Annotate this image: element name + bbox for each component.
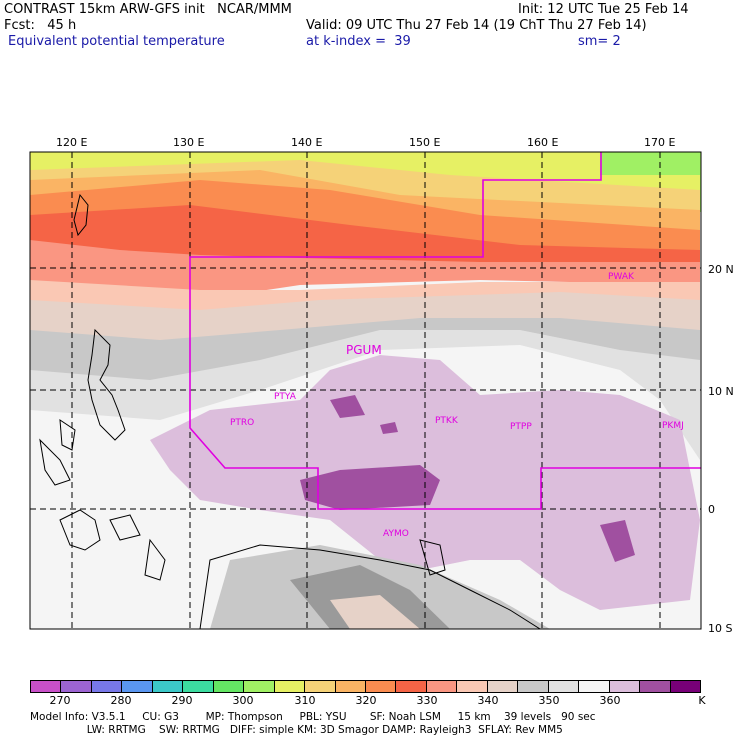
station-label: PTYA	[274, 392, 296, 402]
map-frame	[29, 151, 702, 630]
lon-label: 150 E	[409, 136, 441, 149]
colorbar-swatch	[274, 681, 306, 692]
colorbar-swatch	[31, 681, 62, 692]
station-label: AYMO	[383, 529, 409, 539]
colorbar-swatch	[213, 681, 245, 692]
colorbar-swatch	[670, 681, 700, 692]
lon-label: 170 E	[644, 136, 676, 149]
init-time: Init: 12 UTC Tue 25 Feb 14	[518, 2, 689, 17]
model-info-line1: Model Info: V3.5.1 CU: G3 MP: Thompson P…	[30, 711, 596, 723]
colorbar-label: 310	[294, 694, 316, 707]
colorbar-label: 280	[110, 694, 132, 707]
lon-label: 130 E	[173, 136, 205, 149]
station-label: PTRO	[230, 418, 255, 428]
station-label: PTPP	[510, 422, 532, 432]
colorbar-unit: K	[698, 694, 706, 707]
colorbar-label: 300	[232, 694, 254, 707]
colorbar-swatch	[335, 681, 366, 692]
smoothing-label: sm= 2	[578, 34, 621, 49]
lon-label: 140 E	[291, 136, 323, 149]
colorbar-swatch	[426, 681, 458, 692]
colorbar	[30, 680, 701, 693]
colorbar-swatch	[548, 681, 580, 692]
colorbar-label: 350	[538, 694, 560, 707]
colorbar-label: 290	[171, 694, 193, 707]
colorbar-swatch	[487, 681, 519, 692]
station-label: PGUM	[346, 343, 382, 357]
station-label: PKMJ	[662, 421, 684, 431]
colorbar-swatch	[365, 681, 397, 692]
lon-label: 120 E	[56, 136, 88, 149]
run-title: CONTRAST 15km ARW-GFS init NCAR/MMM	[4, 2, 292, 17]
colorbar-label: 360	[599, 694, 621, 707]
colorbar-swatch	[122, 681, 153, 692]
forecast-hour: Fcst: 45 h	[4, 18, 77, 33]
lon-label: 160 E	[527, 136, 559, 149]
colorbar-label: 330	[416, 694, 438, 707]
colorbar-swatch	[396, 681, 427, 692]
field-name: Equivalent potential temperature	[8, 34, 225, 49]
colorbar-swatch	[640, 681, 671, 692]
colorbar-swatch	[244, 681, 275, 692]
valid-time: Valid: 09 UTC Thu 27 Feb 14 (19 ChT Thu …	[306, 18, 647, 33]
lat-label: 10 S	[708, 622, 733, 635]
colorbar-swatch	[91, 681, 123, 692]
colorbar-swatch	[518, 681, 549, 692]
station-label: PTKK	[435, 416, 458, 426]
colorbar-label: 320	[355, 694, 377, 707]
model-info-line2: LW: RRTMG SW: RRTMG DIFF: simple KM: 3D …	[30, 724, 563, 736]
lat-label: 20 N	[708, 263, 734, 276]
colorbar-label: 270	[49, 694, 71, 707]
colorbar-swatch	[61, 681, 92, 692]
colorbar-label: 340	[477, 694, 499, 707]
colorbar-swatch	[183, 681, 214, 692]
colorbar-swatch	[457, 681, 488, 692]
level-index: at k-index = 39	[306, 34, 411, 49]
lat-label: 0	[708, 503, 715, 516]
station-label: PWAK	[608, 272, 634, 282]
domain-boundary	[189, 152, 701, 510]
colorbar-swatch	[152, 681, 184, 692]
colorbar-swatch	[579, 681, 610, 692]
colorbar-swatch	[305, 681, 336, 692]
lat-label: 10 N	[708, 385, 734, 398]
colorbar-swatch	[609, 681, 641, 692]
